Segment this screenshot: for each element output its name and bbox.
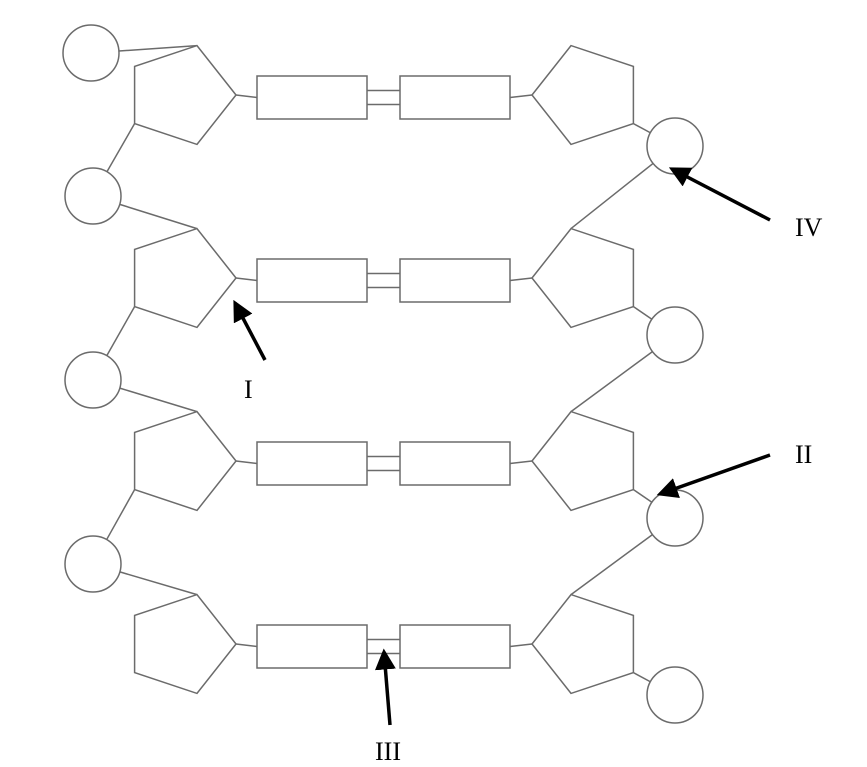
- label-text-ii: II: [795, 440, 812, 469]
- dna-structure-diagram: IIIIIIIV: [0, 0, 867, 767]
- label-text-i: I: [244, 375, 253, 404]
- label-text-iii: III: [375, 737, 401, 766]
- label-text-iv: IV: [795, 213, 823, 242]
